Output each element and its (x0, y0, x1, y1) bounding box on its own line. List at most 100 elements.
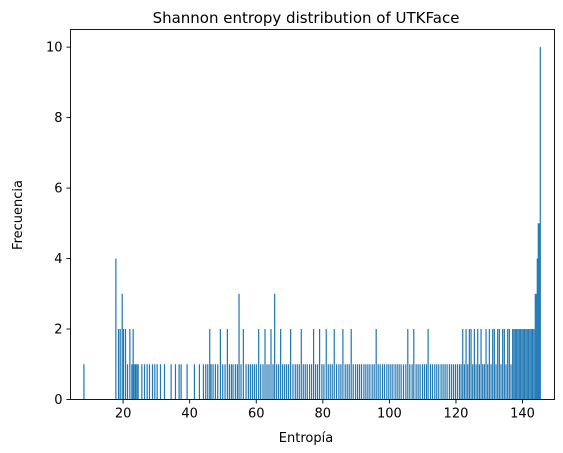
histogram-bar (198, 364, 201, 400)
histogram-bar (440, 364, 442, 400)
histogram-bar (134, 364, 137, 400)
histogram-bar (472, 364, 474, 400)
histogram-bar (210, 364, 212, 400)
histogram-bar (421, 364, 424, 400)
histogram-bar (402, 364, 405, 400)
histogram-bar (214, 364, 216, 400)
chart-title: Shannon entropy distribution of UTKFace (153, 9, 460, 27)
histogram-bar (394, 364, 396, 400)
histogram-bar (483, 364, 485, 400)
histogram-bar (419, 364, 421, 400)
histogram-bar (264, 329, 266, 400)
histogram-bar (137, 364, 139, 400)
histogram-bar (425, 364, 428, 400)
histogram-bar (525, 329, 527, 400)
histogram-bar (249, 364, 251, 400)
histogram-bar (338, 364, 340, 400)
histogram-bar (358, 364, 361, 400)
histogram-bar (450, 364, 453, 400)
x-axis-ticks: 20 40 60 80 100 120 140 (115, 399, 535, 422)
histogram-bar (300, 329, 302, 400)
histogram-bar (136, 364, 138, 400)
histogram-bar (186, 364, 188, 400)
histogram-bar (154, 364, 156, 400)
histogram-bar (442, 364, 444, 400)
histogram-bar (452, 364, 455, 400)
x-tick-label: 80 (315, 407, 332, 422)
histogram-bar (323, 364, 325, 400)
histogram-bar (398, 364, 400, 400)
histogram-bar (516, 329, 518, 400)
histogram-bar (507, 329, 509, 400)
histogram-bar (268, 364, 270, 400)
histogram-bar (313, 329, 315, 400)
histogram-bar (468, 329, 470, 400)
histogram-bar (392, 364, 394, 400)
histogram-bar (151, 364, 154, 400)
histogram-bar (524, 329, 526, 400)
histogram-bar (513, 329, 515, 400)
histogram-bar (463, 364, 465, 400)
histogram-bar (141, 364, 143, 400)
histogram-bar (288, 364, 290, 400)
histogram-bar (528, 329, 530, 400)
histogram-bar (129, 329, 131, 400)
histogram-bar (508, 329, 510, 400)
histogram-bar (529, 329, 531, 400)
histogram-bar (236, 364, 238, 400)
histogram-bar (119, 329, 121, 400)
histogram-bar (530, 329, 532, 400)
histogram-bar (350, 329, 352, 400)
histogram-bar (396, 364, 398, 400)
histogram-bar (386, 364, 388, 400)
x-tick-label: 140 (510, 407, 535, 422)
histogram-bar (124, 329, 127, 400)
histogram-bar (480, 329, 482, 400)
histogram-bar (274, 293, 276, 400)
histogram-bar (537, 223, 539, 400)
histogram-bar (379, 364, 381, 400)
histogram-bar (126, 364, 129, 400)
histogram-bar (228, 364, 230, 400)
histogram-bar (266, 364, 268, 400)
histogram-bar (156, 364, 158, 400)
histogram-bar (331, 364, 333, 400)
histogram-bar (148, 364, 151, 400)
histogram-bar (178, 364, 180, 400)
histogram-bar (315, 364, 317, 400)
histogram-bar (159, 364, 162, 400)
histogram-bar (539, 47, 541, 400)
histogram-bar (348, 364, 350, 400)
histogram-bar (304, 364, 306, 400)
histogram-bar (535, 293, 537, 400)
histogram-bar (514, 329, 516, 400)
x-tick-label: 100 (377, 407, 402, 422)
histogram-bar (222, 364, 224, 400)
histogram-bar (226, 329, 228, 400)
histogram-bar (232, 364, 234, 400)
histogram-bar (526, 329, 528, 400)
y-axis-label: Frecuencia (11, 180, 26, 250)
histogram-bar (388, 364, 390, 400)
histogram-bar (132, 329, 134, 400)
histogram-bar (133, 364, 135, 400)
histogram-bar (354, 364, 357, 400)
histogram-bar (373, 364, 375, 400)
histogram-bar (212, 364, 214, 400)
histogram-bar (454, 364, 456, 400)
x-tick-label: 120 (444, 407, 469, 422)
histogram-bar (170, 364, 172, 400)
histogram-bar (460, 364, 462, 400)
histogram-bar (143, 364, 146, 400)
histogram-bar (280, 329, 282, 400)
histogram-bar (316, 364, 319, 400)
histogram-bar (434, 364, 436, 400)
histogram-bar (302, 364, 304, 400)
histogram-bar (534, 293, 536, 400)
histogram-bar (325, 329, 327, 400)
histogram-bar (247, 364, 249, 400)
histogram-bar (467, 364, 469, 400)
histogram-bar (427, 329, 429, 400)
histogram-bar (477, 329, 479, 400)
plot-frame (70, 29, 555, 400)
